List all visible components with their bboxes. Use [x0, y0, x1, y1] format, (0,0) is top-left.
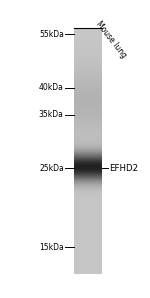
Text: Mouse lung: Mouse lung [94, 20, 128, 60]
Text: 25kDa: 25kDa [39, 164, 64, 173]
Text: EFHD2: EFHD2 [110, 164, 139, 173]
Text: 35kDa: 35kDa [39, 110, 64, 119]
Text: 15kDa: 15kDa [39, 243, 64, 252]
Text: 55kDa: 55kDa [39, 30, 64, 39]
Text: 40kDa: 40kDa [39, 83, 64, 92]
